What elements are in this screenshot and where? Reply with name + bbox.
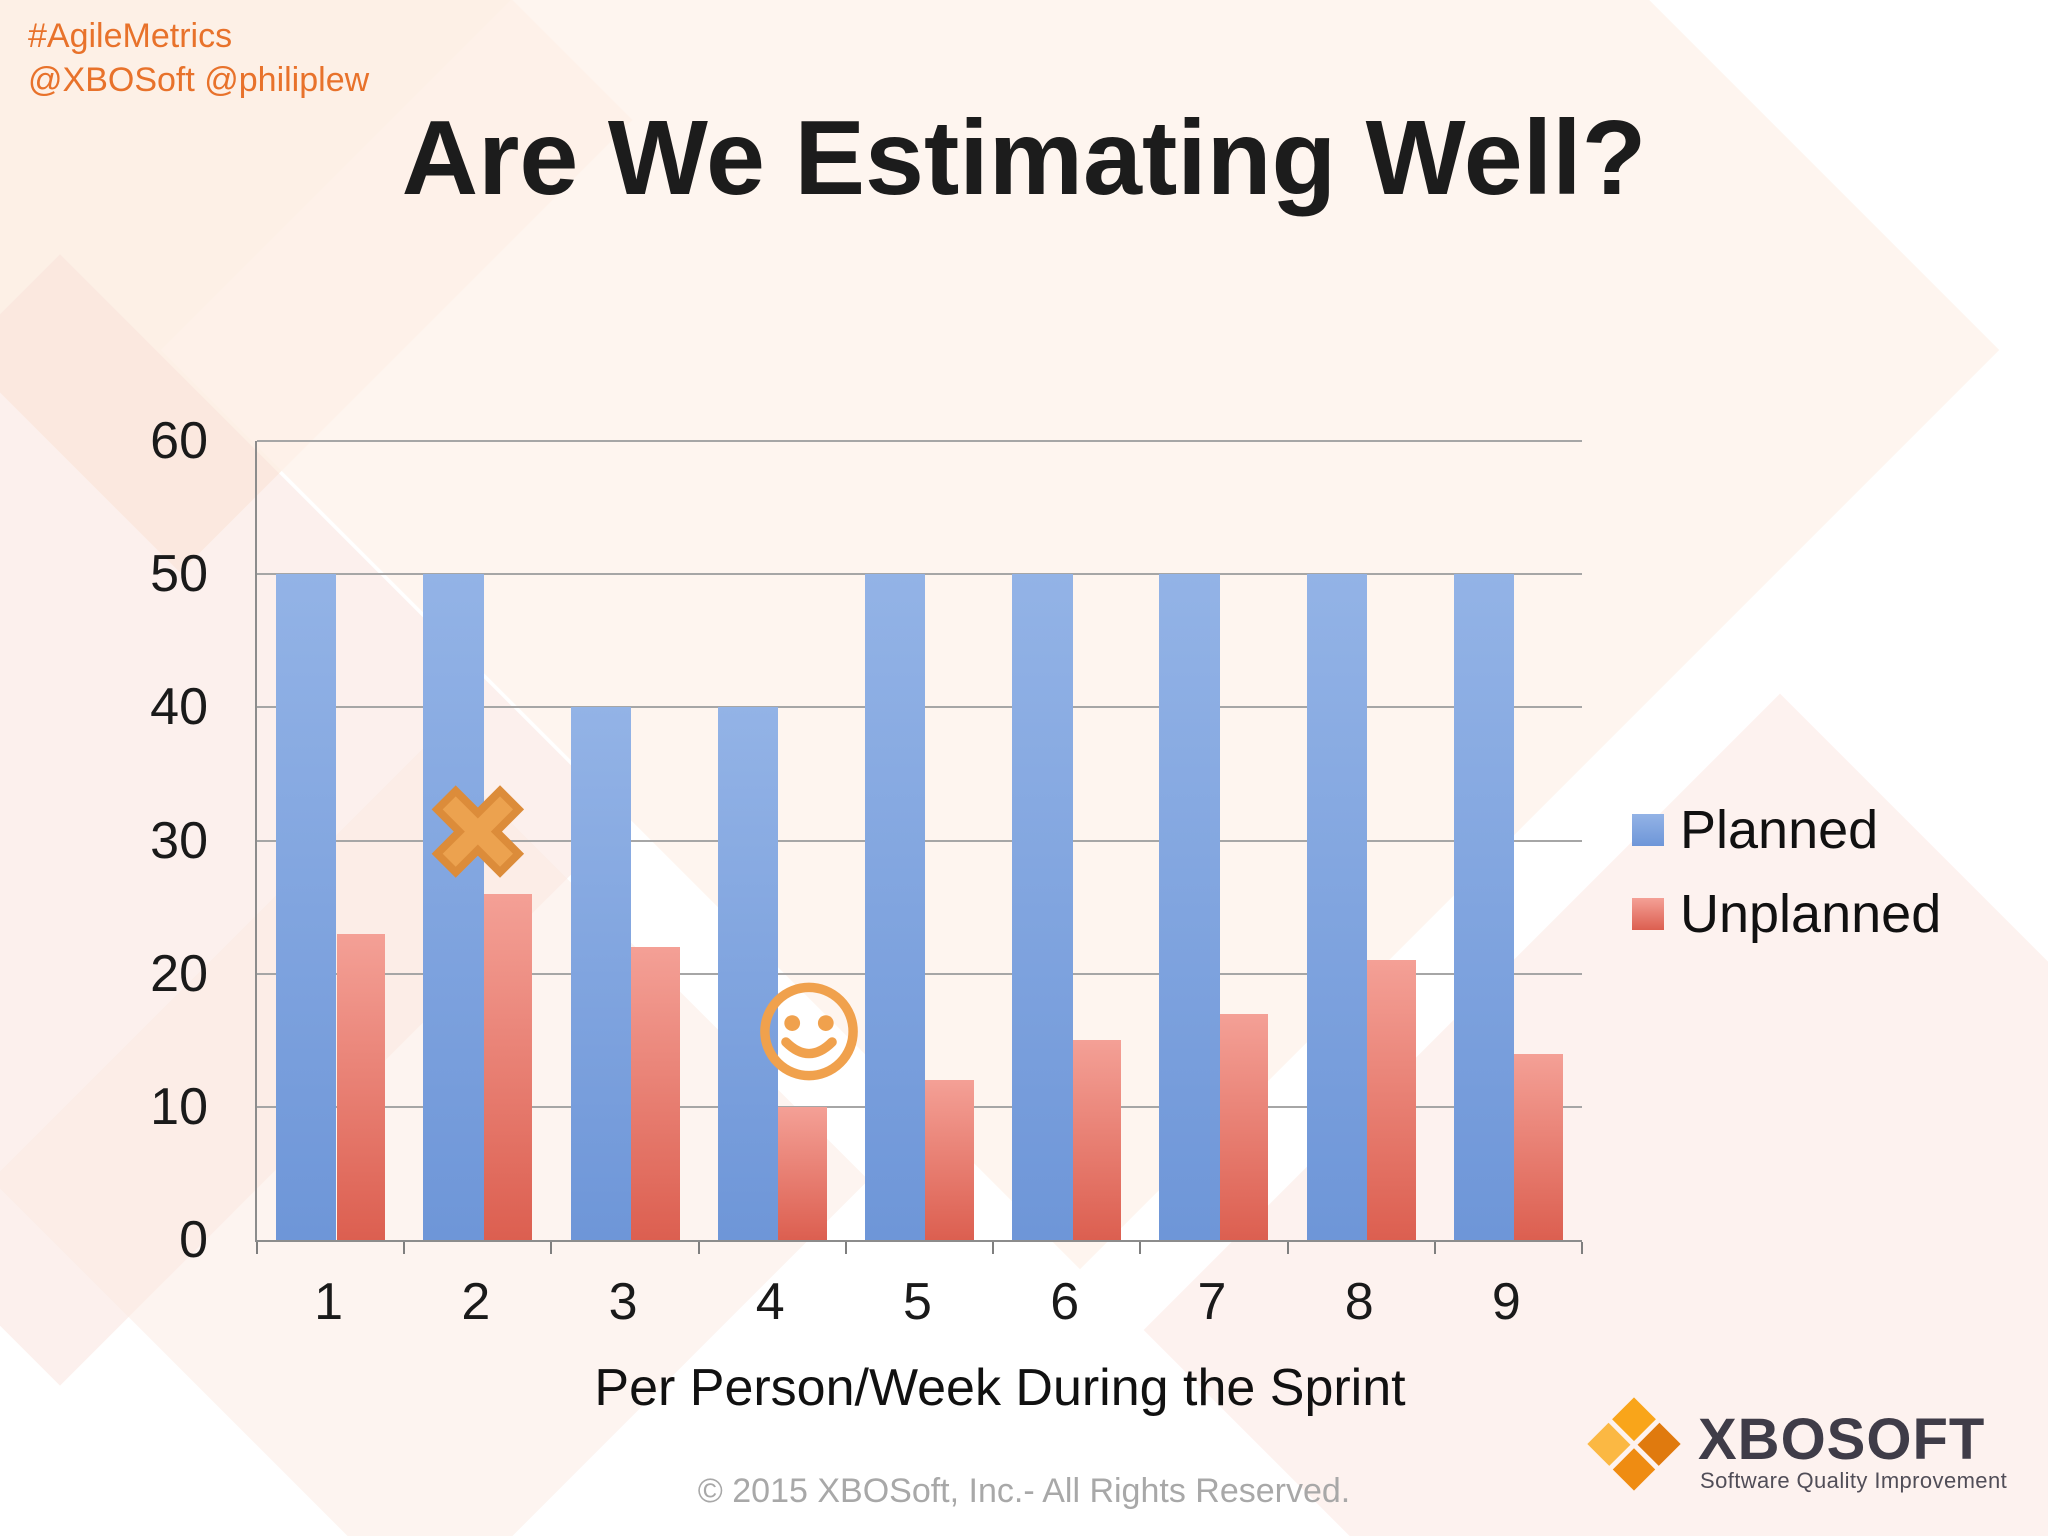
- x-axis-tick: [1433, 1242, 1436, 1254]
- planned-bar-sprint-5: [865, 574, 926, 1240]
- y-tick-label: 0: [179, 1211, 208, 1269]
- copyright-text: © 2015 XBOSoft, Inc.- All Rights Reserve…: [697, 1472, 1351, 1510]
- x-tick-label: 6: [1050, 1273, 1080, 1331]
- planned-bar-sprint-7: [1159, 574, 1220, 1240]
- x-axis-tick: [256, 1242, 258, 1254]
- planned-bar-sprint-8: [1306, 574, 1368, 1240]
- xbosoft-diamond-icon: [1586, 1396, 1682, 1492]
- x-tick-label: 8: [1344, 1273, 1374, 1331]
- bar-chart-plot-area: ✖: [255, 440, 1583, 1254]
- unplanned-bar-sprint-8: [1367, 960, 1416, 1240]
- unplanned-bar-sprint-9: [1514, 1053, 1563, 1240]
- gridline: [257, 440, 1582, 442]
- unplanned-bar-sprint-6: [1072, 1040, 1122, 1240]
- x-tick-label: 7: [1197, 1273, 1227, 1331]
- legend-swatch-unplanned: [1632, 898, 1664, 930]
- x-axis-tick: [403, 1242, 406, 1254]
- x-tick-label: 1: [314, 1273, 344, 1331]
- x-tick-label: 9: [1491, 1273, 1521, 1331]
- legend-item-unplanned: Unplanned: [1632, 884, 1941, 944]
- x-tick-label: 5: [903, 1273, 932, 1331]
- legend-label: Unplanned: [1680, 884, 1942, 944]
- unplanned-bar-sprint-1: [336, 933, 386, 1240]
- x-axis-labels: 1 2 3 4 5 6 7 8 9: [255, 1272, 1580, 1342]
- y-tick-label: 50: [150, 545, 208, 604]
- x-axis-tick: [1581, 1242, 1583, 1254]
- x-axis-tick: [992, 1242, 995, 1254]
- chart-legend: Planned Unplanned: [1632, 800, 1941, 968]
- x-axis-tick: [1139, 1242, 1142, 1254]
- x-axis-title: Per Person/Week During the Sprint: [594, 1359, 1406, 1417]
- unplanned-bar-sprint-2: [483, 893, 533, 1240]
- logo-tagline: Software Quality Improvement: [1700, 1468, 2008, 1493]
- x-tick-label: 4: [755, 1273, 785, 1331]
- y-tick-label: 20: [150, 944, 208, 1003]
- x-axis-tick: [1286, 1242, 1289, 1254]
- x-tick-label: 3: [608, 1273, 638, 1331]
- planned-bar-sprint-1: [276, 574, 337, 1240]
- planned-bar-sprint-3: [570, 707, 631, 1240]
- unplanned-bar-sprint-3: [630, 947, 680, 1240]
- y-axis-labels: 0 10 20 30 40 50 60: [40, 412, 208, 1269]
- logo-wordmark: XBOSOFT: [1698, 1407, 1986, 1472]
- legend-swatch-planned: [1632, 814, 1664, 846]
- y-tick-label: 10: [150, 1077, 208, 1136]
- xbosoft-logo: XBOSOFT Software Quality Improvement: [1586, 1396, 2016, 1506]
- x-axis-tick: [550, 1242, 553, 1254]
- y-tick-label: 60: [150, 412, 208, 470]
- legend-item-planned: Planned: [1632, 800, 1941, 860]
- planned-bar-sprint-9: [1453, 574, 1515, 1240]
- unplanned-bar-sprint-7: [1219, 1013, 1269, 1240]
- planned-bar-sprint-6: [1012, 574, 1073, 1240]
- slide-title: Are We Estimating Well?: [401, 99, 1647, 217]
- diamond-grid: [1587, 1397, 1681, 1491]
- x-tick-label: 2: [461, 1273, 491, 1331]
- y-tick-label: 40: [150, 678, 208, 737]
- twitter-handles: @XBOSoft @philiplew: [28, 61, 370, 100]
- hashtag-line: #AgileMetrics: [28, 17, 233, 55]
- smiley-face-icon: [757, 979, 862, 1089]
- planned-bar-sprint-4: [717, 707, 779, 1240]
- x-mark-icon: ✖: [425, 765, 531, 902]
- hashtag-block: #AgileMetrics @XBOSoft @philiplew: [28, 14, 369, 102]
- unplanned-bar-sprint-5: [925, 1080, 974, 1240]
- x-axis-tick: [844, 1242, 847, 1254]
- gridline: [257, 573, 1582, 576]
- y-tick-label: 30: [150, 811, 208, 870]
- unplanned-bar-sprint-4: [778, 1106, 827, 1240]
- legend-label: Planned: [1680, 800, 1879, 860]
- planned-bar-sprint-2: [423, 574, 484, 1240]
- x-axis-tick: [697, 1242, 700, 1254]
